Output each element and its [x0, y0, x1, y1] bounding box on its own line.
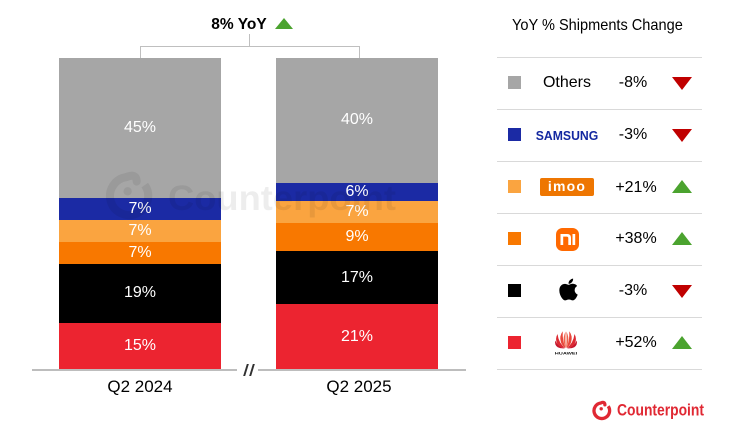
svg-text:HUAWEI: HUAWEI [555, 351, 578, 355]
svg-text:Counterpoint: Counterpoint [617, 400, 704, 419]
svg-text:Counterpoint: Counterpoint [168, 179, 396, 218]
